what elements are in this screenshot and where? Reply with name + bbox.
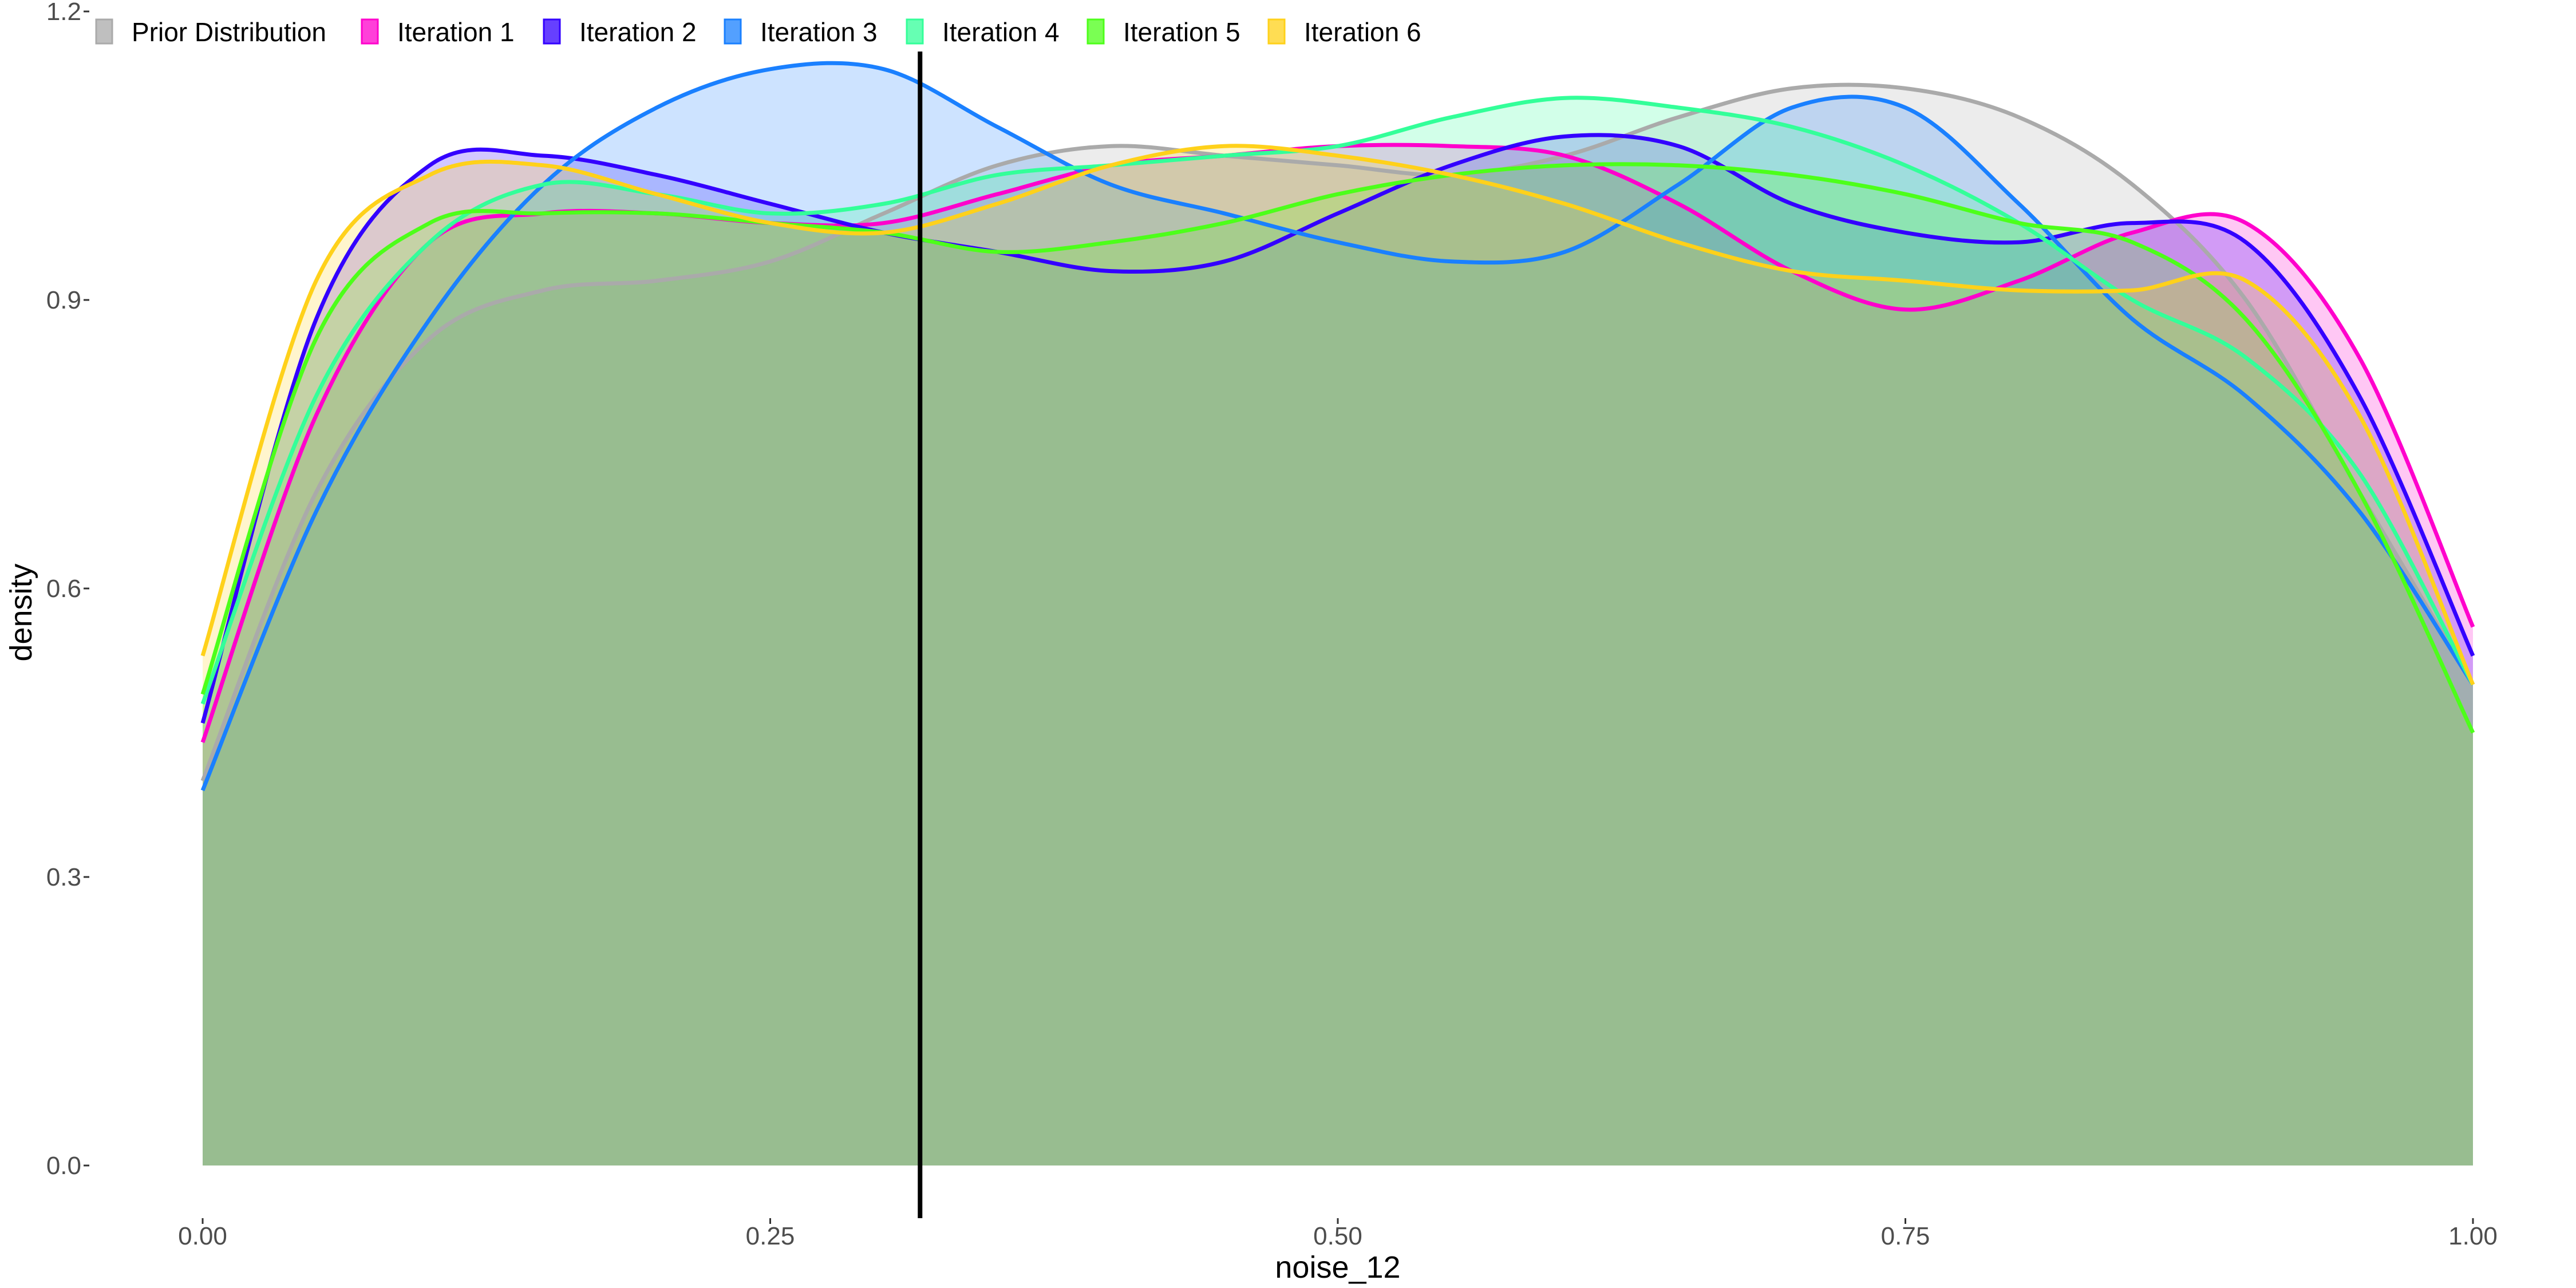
legend-label-series-5: Iteration 5 xyxy=(1123,17,1240,47)
y-tick-label: 0.6 xyxy=(46,575,81,603)
density-area-series-2 xyxy=(203,135,2473,1165)
density-line-series-3 xyxy=(200,61,2475,792)
y-tick-label: 0.3 xyxy=(46,863,81,891)
density-line-series-6 xyxy=(200,144,2475,686)
density-lines xyxy=(200,61,2475,792)
density-line-series-0 xyxy=(200,82,2475,782)
legend-key-series-1 xyxy=(361,18,379,45)
legend-label-series-3: Iteration 3 xyxy=(760,17,878,47)
y-tick-label: 0.0 xyxy=(46,1152,81,1180)
legend-label-series-1: Iteration 1 xyxy=(397,17,515,47)
y-tick-label: 1.2 xyxy=(46,0,81,26)
legend-label-series-2: Iteration 2 xyxy=(579,17,697,47)
legend-key-series-6 xyxy=(1267,18,1286,45)
x-axis-title: noise_12 xyxy=(1275,1250,1400,1285)
y-tick-label: 0.9 xyxy=(46,286,81,314)
density-area-series-1 xyxy=(203,145,2473,1166)
x-tick-label: 0.75 xyxy=(1881,1222,1930,1250)
legend-label-series-0: Prior Distribution xyxy=(132,17,326,47)
legend: Prior Distribution Iteration 1 Iteration 2… xyxy=(95,17,1421,47)
density-line-series-5 xyxy=(200,162,2475,734)
legend-key-series-2 xyxy=(543,18,561,45)
density-areas xyxy=(203,63,2473,1166)
density-line-series-2 xyxy=(200,133,2475,724)
x-tick-label: 0.25 xyxy=(746,1222,795,1250)
legend-key-series-0 xyxy=(95,18,113,45)
density-area-series-6 xyxy=(203,145,2473,1165)
density-area-series-0 xyxy=(203,85,2473,1166)
y-axis-title: density xyxy=(4,563,38,661)
x-tick-label: 1.00 xyxy=(2448,1222,2498,1250)
legend-key-series-4 xyxy=(906,18,924,45)
legend-label-series-6: Iteration 6 xyxy=(1304,17,1421,47)
x-axis: 0.00 0.25 0.50 0.75 1.00 xyxy=(178,1218,2498,1250)
legend-key-series-5 xyxy=(1086,18,1105,45)
x-tick-label: 0.50 xyxy=(1313,1222,1362,1250)
x-tick-label: 0.00 xyxy=(178,1222,227,1250)
legend-key-series-3 xyxy=(724,18,742,45)
density-area-series-3 xyxy=(203,63,2473,1165)
y-axis: 0.0 0.3 0.6 0.9 1.2 xyxy=(46,0,89,1180)
density-line-series-4 xyxy=(200,96,2475,705)
legend-label-series-4: Iteration 4 xyxy=(942,17,1060,47)
density-area-series-5 xyxy=(203,164,2473,1166)
density-area-series-4 xyxy=(203,97,2473,1165)
